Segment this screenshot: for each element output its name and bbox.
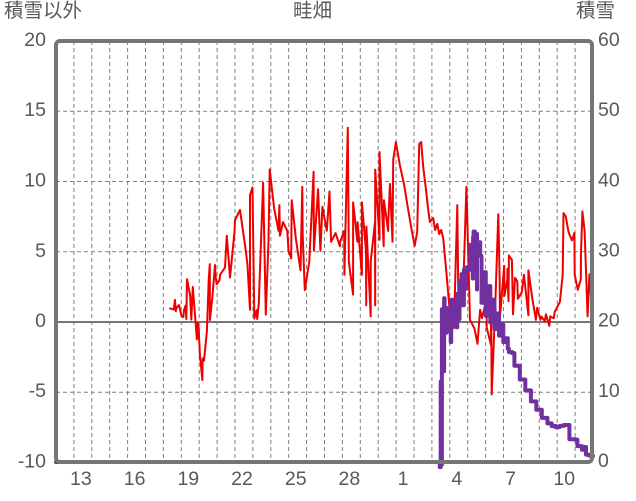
svg-text:20: 20 <box>598 310 620 332</box>
svg-text:13: 13 <box>70 468 92 490</box>
svg-text:40: 40 <box>598 169 620 191</box>
svg-text:10: 10 <box>598 380 620 402</box>
svg-text:0: 0 <box>35 310 46 332</box>
svg-text:28: 28 <box>339 468 361 490</box>
svg-text:1: 1 <box>398 468 409 490</box>
svg-text:5: 5 <box>35 240 46 262</box>
svg-text:60: 60 <box>598 29 620 51</box>
svg-text:畦畑: 畦畑 <box>293 0 332 22</box>
svg-text:積雪: 積雪 <box>576 0 615 22</box>
svg-text:30: 30 <box>598 240 620 262</box>
svg-text:7: 7 <box>505 468 516 490</box>
svg-text:10: 10 <box>553 468 575 490</box>
svg-text:-5: -5 <box>29 380 46 402</box>
svg-text:20: 20 <box>24 29 46 51</box>
svg-text:15: 15 <box>24 99 46 121</box>
svg-text:10: 10 <box>24 170 46 192</box>
svg-text:19: 19 <box>177 468 199 490</box>
svg-text:16: 16 <box>124 468 146 490</box>
svg-text:-10: -10 <box>18 451 46 473</box>
svg-text:0: 0 <box>598 450 609 472</box>
svg-text:4: 4 <box>451 468 462 490</box>
svg-text:25: 25 <box>285 468 307 490</box>
svg-text:22: 22 <box>231 468 253 490</box>
svg-text:積雪以外: 積雪以外 <box>4 0 82 22</box>
svg-text:50: 50 <box>598 99 620 121</box>
